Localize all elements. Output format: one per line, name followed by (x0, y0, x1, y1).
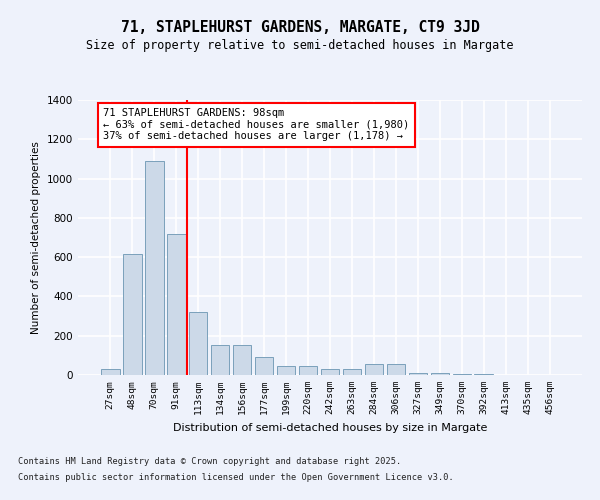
Bar (189, 312, 208, 375)
Bar (277, 366, 295, 375)
Bar (145, 161, 164, 375)
Bar (475, 374, 493, 375)
Text: Contains HM Land Registry data © Crown copyright and database right 2025.: Contains HM Land Registry data © Crown c… (18, 458, 401, 466)
Text: 71, STAPLEHURST GARDENS, MARGATE, CT9 3JD: 71, STAPLEHURST GARDENS, MARGATE, CT9 3J… (121, 20, 479, 35)
Bar (320, 369, 340, 375)
Bar (452, 374, 471, 375)
Bar (343, 369, 361, 375)
Bar (409, 373, 427, 375)
Text: 71 STAPLEHURST GARDENS: 98sqm
← 63% of semi-detached houses are smaller (1,980)
: 71 STAPLEHURST GARDENS: 98sqm ← 63% of s… (103, 108, 409, 142)
Bar (386, 364, 405, 375)
Bar (255, 358, 274, 375)
Text: Size of property relative to semi-detached houses in Margate: Size of property relative to semi-detach… (86, 38, 514, 52)
Bar (211, 344, 229, 375)
X-axis label: Distribution of semi-detached houses by size in Margate: Distribution of semi-detached houses by … (173, 422, 487, 432)
Bar (123, 254, 142, 375)
Bar (431, 373, 449, 375)
Y-axis label: Number of semi-detached properties: Number of semi-detached properties (31, 141, 41, 334)
Bar (299, 366, 317, 375)
Text: Contains public sector information licensed under the Open Government Licence v3: Contains public sector information licen… (18, 472, 454, 482)
Bar (167, 234, 185, 375)
Bar (365, 364, 383, 375)
Bar (233, 344, 251, 375)
Bar (101, 369, 119, 375)
